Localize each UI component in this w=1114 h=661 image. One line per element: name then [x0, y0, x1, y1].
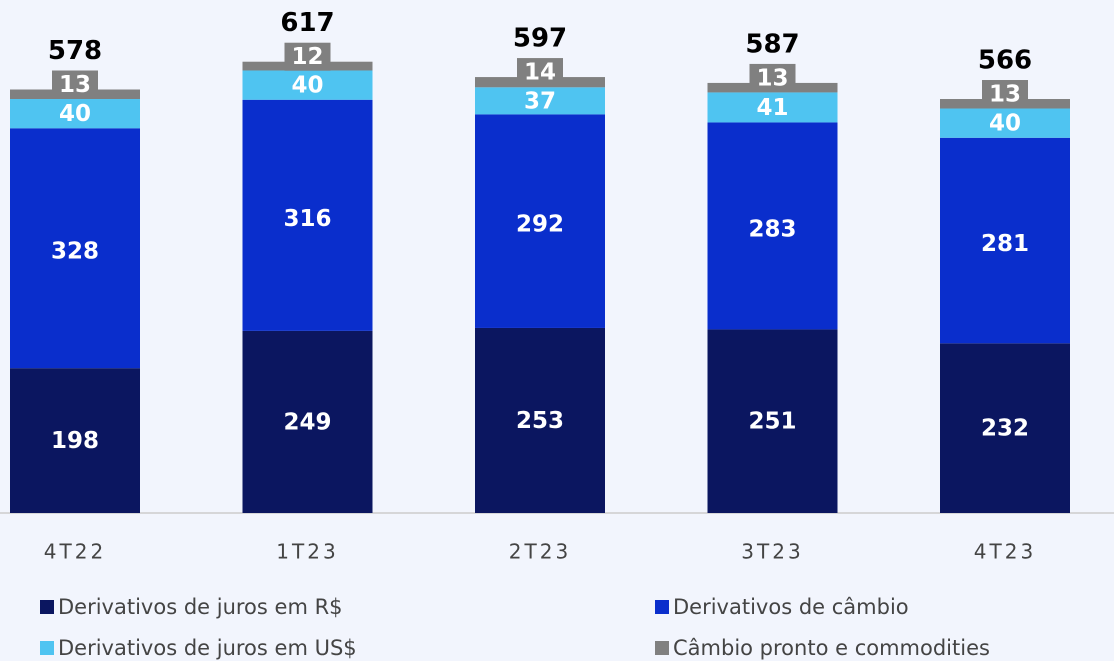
bar-segment [940, 108, 1070, 138]
data-label: 316 [283, 206, 331, 232]
data-label: 12 [291, 44, 323, 70]
legend-swatch [655, 641, 669, 655]
label-box [982, 80, 1028, 109]
total-label: 578 [48, 36, 102, 66]
data-label: 14 [524, 60, 556, 86]
legend-swatch [40, 600, 54, 614]
bar-segment [707, 92, 838, 123]
data-label: 283 [748, 216, 796, 242]
bar-segment [10, 368, 140, 513]
total-label: 566 [978, 46, 1032, 76]
x-tick-label: 1T23 [276, 540, 338, 564]
bar-segment [242, 330, 373, 513]
data-label: 40 [989, 111, 1021, 137]
bar-segment [707, 122, 838, 330]
data-label: 328 [51, 239, 99, 265]
data-label: 292 [516, 212, 564, 238]
data-label: 249 [283, 409, 331, 435]
x-tick-label: 2T23 [509, 540, 571, 564]
label-box [52, 70, 98, 99]
legend-label: Derivativos de juros em R$ [58, 595, 343, 619]
x-tick-label: 3T23 [741, 540, 803, 564]
legend-swatch [655, 600, 669, 614]
data-label: 281 [981, 231, 1029, 257]
bar-segment [242, 70, 373, 100]
bar-segment [10, 99, 140, 129]
data-label: 13 [756, 65, 788, 91]
data-label: 232 [981, 416, 1029, 442]
data-label: 198 [51, 428, 99, 454]
bar-segment [10, 128, 140, 369]
bar-segment [475, 87, 605, 115]
bar-segment [475, 327, 605, 513]
label-box [749, 63, 796, 92]
data-label: 253 [516, 408, 564, 434]
x-tick-label: 4T22 [44, 540, 106, 564]
legend-label: Câmbio pronto e commodities [673, 636, 990, 660]
data-label: 13 [59, 72, 91, 98]
data-label: 251 [748, 409, 796, 435]
data-label: 41 [756, 95, 788, 121]
bar-segment [707, 329, 838, 513]
bar-segment [475, 114, 605, 328]
legend-label: Derivativos de juros em US$ [58, 636, 357, 660]
data-label: 13 [989, 82, 1021, 108]
bar-segment [940, 137, 1070, 344]
data-label: 40 [59, 101, 91, 127]
data-label: 40 [291, 73, 323, 99]
bar-segment [940, 343, 1070, 513]
total-label: 597 [513, 24, 567, 54]
label-box [517, 58, 563, 87]
total-label: 617 [280, 8, 334, 38]
total-label: 587 [745, 29, 799, 59]
legend-label: Derivativos de câmbio [673, 595, 909, 619]
legend-swatch [40, 641, 54, 655]
label-box [284, 42, 331, 71]
x-tick-label: 4T23 [974, 540, 1036, 564]
data-label: 37 [524, 88, 556, 114]
bar-segment [242, 99, 373, 331]
